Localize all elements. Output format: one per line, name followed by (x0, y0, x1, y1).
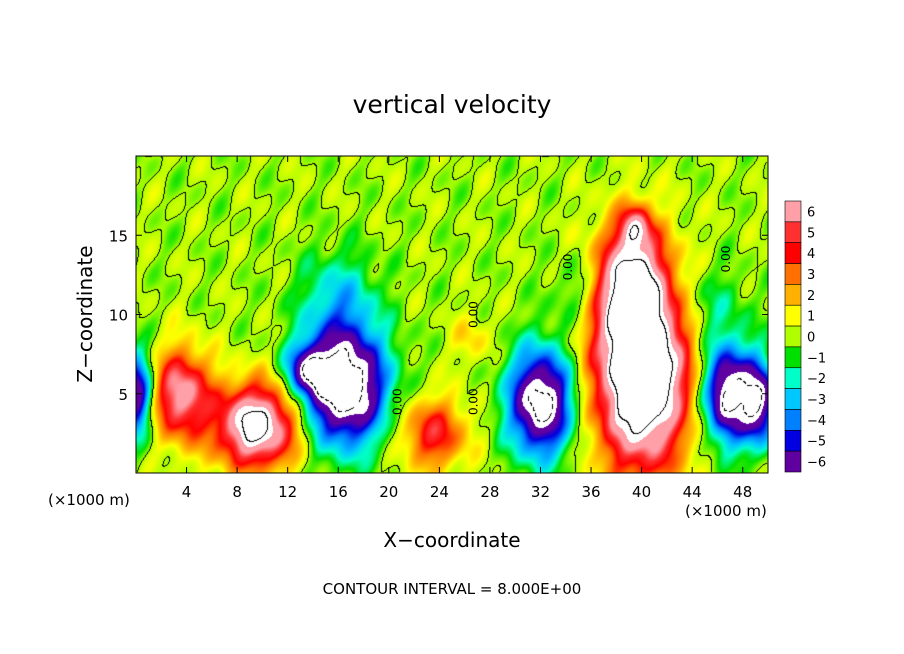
colorbar-swatch (784, 367, 802, 389)
contour-label: 0.00 (719, 246, 733, 273)
colorbar-swatch (784, 284, 802, 306)
colorbar-label: −5 (807, 435, 826, 450)
colorbar-label: −3 (807, 393, 826, 408)
colorbar-label: 2 (807, 289, 815, 304)
colorbar-label: −2 (807, 372, 826, 387)
colorbar-swatch (784, 221, 802, 243)
x-tick-label: 4 (182, 483, 192, 501)
colorbar-swatch (784, 430, 802, 452)
colorbar-swatch (784, 242, 802, 264)
colorbar-swatch (784, 325, 802, 348)
x-tick-label: 8 (232, 483, 242, 501)
contour-label: 0.00 (561, 254, 575, 281)
colorbar-swatch (784, 200, 802, 223)
colorbar-label: −4 (807, 414, 826, 429)
velocity-field (136, 156, 768, 473)
colorbar-swatch (784, 304, 802, 327)
x-tick-label: 28 (480, 483, 499, 501)
colorbar-label: 3 (807, 268, 815, 283)
x-tick-label: 16 (329, 483, 348, 501)
x-axis: 4 8 12 16 20 24 28 32 36 40 44 48 (182, 156, 752, 501)
y-tick-label: 10 (109, 307, 128, 325)
colorbar-swatch (784, 346, 802, 369)
plot-area: 0.00 0.00 0.00 0.00 0.00 (135, 155, 769, 474)
colorbar-label: 4 (807, 247, 815, 262)
y-tick-label: 15 (109, 227, 128, 245)
colorbar-label: 6 (807, 205, 815, 220)
colorbar-swatch (784, 388, 802, 410)
x-tick-label: 36 (581, 483, 600, 501)
x-tick-label: 44 (683, 483, 702, 501)
colorbar-label: 5 (807, 226, 815, 241)
x-tick-label: 24 (430, 483, 449, 501)
x-tick-label: 20 (379, 483, 398, 501)
footer-note: CONTOUR INTERVAL = 8.000E+00 (323, 580, 582, 598)
x-tick-label: 32 (531, 483, 550, 501)
y-tick-label: 5 (118, 386, 128, 404)
colorbar-label: −6 (807, 456, 826, 471)
contour-label: 0.00 (466, 388, 480, 415)
colorbar-swatch (784, 409, 802, 431)
colorbar-label: 1 (807, 310, 815, 325)
x-unit-right: (×1000 m) (685, 502, 767, 520)
y-axis-label: Z−coordinate (73, 245, 97, 382)
x-tick-label: 40 (632, 483, 651, 501)
x-tick-label: 12 (278, 483, 297, 501)
colorbar: 6 5 4 3 2 1 0 −1 −2 −3 −4 −5 −6 (784, 200, 826, 473)
colorbar-swatch (784, 263, 802, 285)
x-axis-label: X−coordinate (383, 528, 520, 552)
colorbar-label: 0 (807, 331, 815, 346)
contour-label: 0.00 (466, 301, 480, 328)
colorbar-label: −1 (807, 351, 826, 366)
contour-label: 0.00 (390, 388, 404, 415)
x-unit-left: (×1000 m) (48, 491, 130, 509)
y-axis: 5 10 15 (109, 227, 768, 404)
contour-labels: 0.00 0.00 0.00 0.00 0.00 (390, 246, 733, 415)
colorbar-swatch (784, 450, 802, 473)
x-tick-label: 48 (733, 483, 752, 501)
chart-title: vertical velocity (353, 90, 552, 119)
